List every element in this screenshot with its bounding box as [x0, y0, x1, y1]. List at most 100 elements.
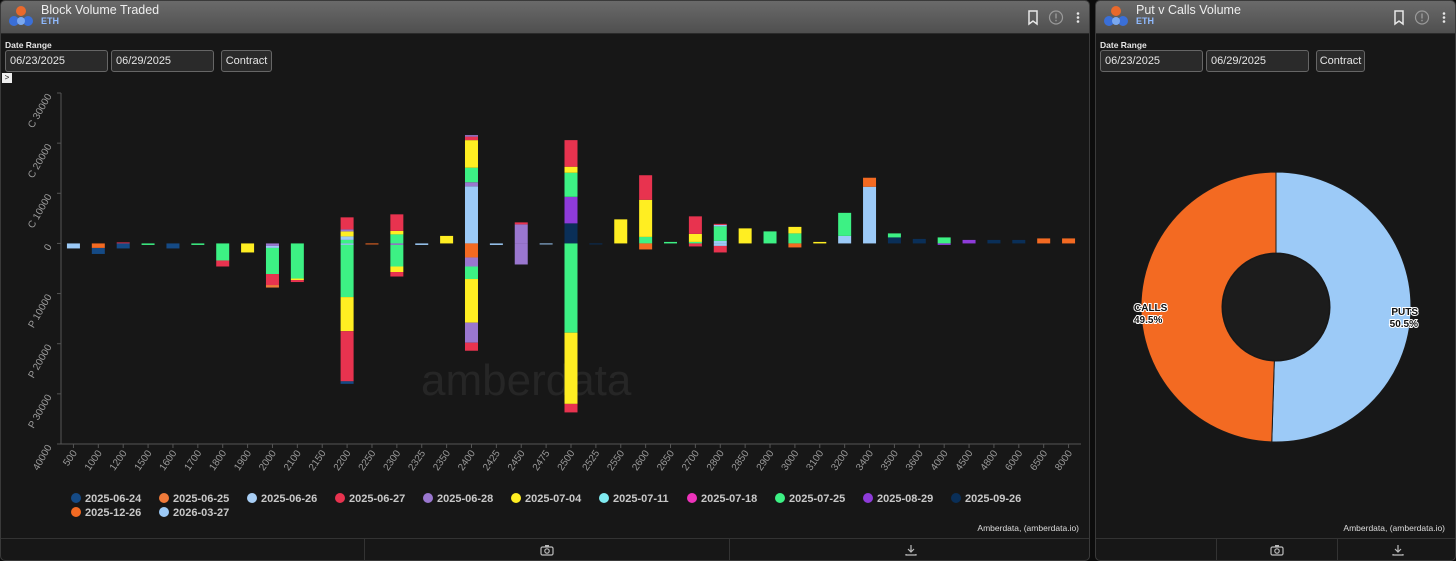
- bar-segment[interactable]: [564, 166, 578, 173]
- bar-segment[interactable]: [614, 219, 628, 244]
- bar-segment[interactable]: [340, 243, 354, 245]
- bar-segment[interactable]: [713, 245, 727, 253]
- bar-2550[interactable]: [614, 219, 628, 244]
- bar-2525[interactable]: [589, 243, 603, 245]
- bar-segment[interactable]: [265, 247, 279, 275]
- bar-segment[interactable]: [887, 233, 901, 238]
- bar-segment[interactable]: [838, 212, 852, 236]
- bar-segment[interactable]: [91, 243, 105, 248]
- bar-3000[interactable]: [788, 226, 802, 248]
- bar-segment[interactable]: [464, 279, 478, 323]
- bar-8000[interactable]: [1062, 238, 1076, 244]
- bar-segment[interactable]: [340, 297, 354, 332]
- bar-segment[interactable]: [390, 230, 404, 235]
- bar-3400[interactable]: [863, 177, 877, 244]
- bar-segment[interactable]: [415, 243, 429, 245]
- bar-segment[interactable]: [91, 247, 105, 254]
- bar-segment[interactable]: [589, 243, 603, 245]
- legend-item-2025-06-24[interactable]: 2025-06-24: [71, 493, 142, 505]
- bar-3100[interactable]: [813, 241, 827, 244]
- bar-2475[interactable]: [539, 243, 553, 245]
- bar-segment[interactable]: [987, 239, 1001, 244]
- bar-2850[interactable]: [738, 228, 752, 244]
- bar-segment[interactable]: [265, 245, 279, 248]
- bar-segment[interactable]: [713, 224, 727, 227]
- bar-segment[interactable]: [464, 243, 478, 258]
- expand-toggle[interactable]: >: [2, 73, 12, 83]
- bar-6500[interactable]: [1037, 238, 1051, 244]
- bar-segment[interactable]: [664, 241, 678, 244]
- bar-segment[interactable]: [713, 223, 727, 225]
- legend-item-2025-07-25[interactable]: 2025-07-25: [775, 493, 845, 505]
- bar-segment[interactable]: [440, 235, 454, 244]
- bar-segment[interactable]: [390, 214, 404, 231]
- bar-1800[interactable]: [216, 243, 230, 267]
- bar-segment[interactable]: [191, 243, 205, 245]
- bar-segment[interactable]: [390, 243, 404, 245]
- bar-segment[interactable]: [564, 140, 578, 167]
- bar-segment[interactable]: [340, 239, 354, 244]
- bar-segment[interactable]: [564, 172, 578, 197]
- bar-segment[interactable]: [464, 266, 478, 280]
- bar-segment[interactable]: [688, 241, 702, 244]
- legend-item-2026-03-27[interactable]: 2026-03-27: [159, 507, 229, 519]
- bar-2800[interactable]: [713, 223, 727, 253]
- legend-item-2025-06-27[interactable]: 2025-06-27: [335, 493, 405, 505]
- bar-segment[interactable]: [216, 243, 230, 261]
- bar-2650[interactable]: [664, 241, 678, 244]
- bar-segment[interactable]: [738, 228, 752, 244]
- start-date-input[interactable]: [5, 50, 108, 72]
- start-date-input[interactable]: [1100, 50, 1203, 72]
- bar-segment[interactable]: [340, 231, 354, 237]
- legend-item-2025-08-29[interactable]: 2025-08-29: [863, 493, 933, 505]
- bar-segment[interactable]: [390, 244, 404, 267]
- bar-1500[interactable]: [141, 243, 155, 245]
- bar-segment[interactable]: [912, 238, 926, 244]
- bar-2350[interactable]: [440, 235, 454, 244]
- bar-segment[interactable]: [688, 233, 702, 242]
- bar-1000[interactable]: [91, 243, 105, 254]
- bar-2500[interactable]: [564, 140, 578, 413]
- legend-item-2025-07-11[interactable]: 2025-07-11: [599, 493, 669, 505]
- bar-segment[interactable]: [390, 234, 404, 244]
- bar-segment[interactable]: [265, 285, 279, 288]
- contract-button[interactable]: Contract: [221, 50, 272, 72]
- bar-segment[interactable]: [166, 243, 180, 249]
- bar-segment[interactable]: [639, 236, 653, 244]
- screenshot-button[interactable]: [365, 539, 730, 560]
- bar-segment[interactable]: [464, 167, 478, 183]
- bar-2900[interactable]: [763, 231, 777, 244]
- bar-segment[interactable]: [464, 322, 478, 343]
- bar-2700[interactable]: [688, 216, 702, 247]
- bar-segment[interactable]: [66, 243, 80, 249]
- bar-segment[interactable]: [639, 199, 653, 237]
- bar-segment[interactable]: [962, 239, 976, 244]
- bar-3600[interactable]: [912, 238, 926, 244]
- bar-segment[interactable]: [464, 342, 478, 351]
- screenshot-button[interactable]: [1217, 539, 1338, 560]
- bar-1900[interactable]: [241, 243, 255, 253]
- bar-segment[interactable]: [539, 243, 553, 245]
- bar-segment[interactable]: [290, 280, 304, 283]
- bar-segment[interactable]: [464, 136, 478, 141]
- bar-segment[interactable]: [937, 237, 951, 244]
- bar-segment[interactable]: [639, 243, 653, 250]
- bar-3500[interactable]: [887, 233, 901, 244]
- bar-segment[interactable]: [290, 243, 304, 279]
- bar-segment[interactable]: [713, 240, 727, 244]
- bar-2425[interactable]: [489, 243, 503, 245]
- bar-4000[interactable]: [937, 237, 951, 245]
- legend-item-2025-12-26[interactable]: 2025-12-26: [71, 507, 141, 519]
- bar-segment[interactable]: [564, 243, 578, 333]
- bookmark-icon[interactable]: [1026, 9, 1040, 26]
- bar-segment[interactable]: [937, 243, 951, 245]
- bar-segment[interactable]: [464, 135, 478, 137]
- bar-segment[interactable]: [116, 242, 130, 244]
- bar-segment[interactable]: [838, 235, 852, 244]
- bar-segment[interactable]: [116, 243, 130, 249]
- bar-2325[interactable]: [415, 243, 429, 245]
- bar-segment[interactable]: [564, 403, 578, 413]
- bar-segment[interactable]: [788, 243, 802, 248]
- legend-item-2025-06-25[interactable]: 2025-06-25: [159, 493, 229, 505]
- legend-item-2025-09-26[interactable]: 2025-09-26: [951, 493, 1021, 505]
